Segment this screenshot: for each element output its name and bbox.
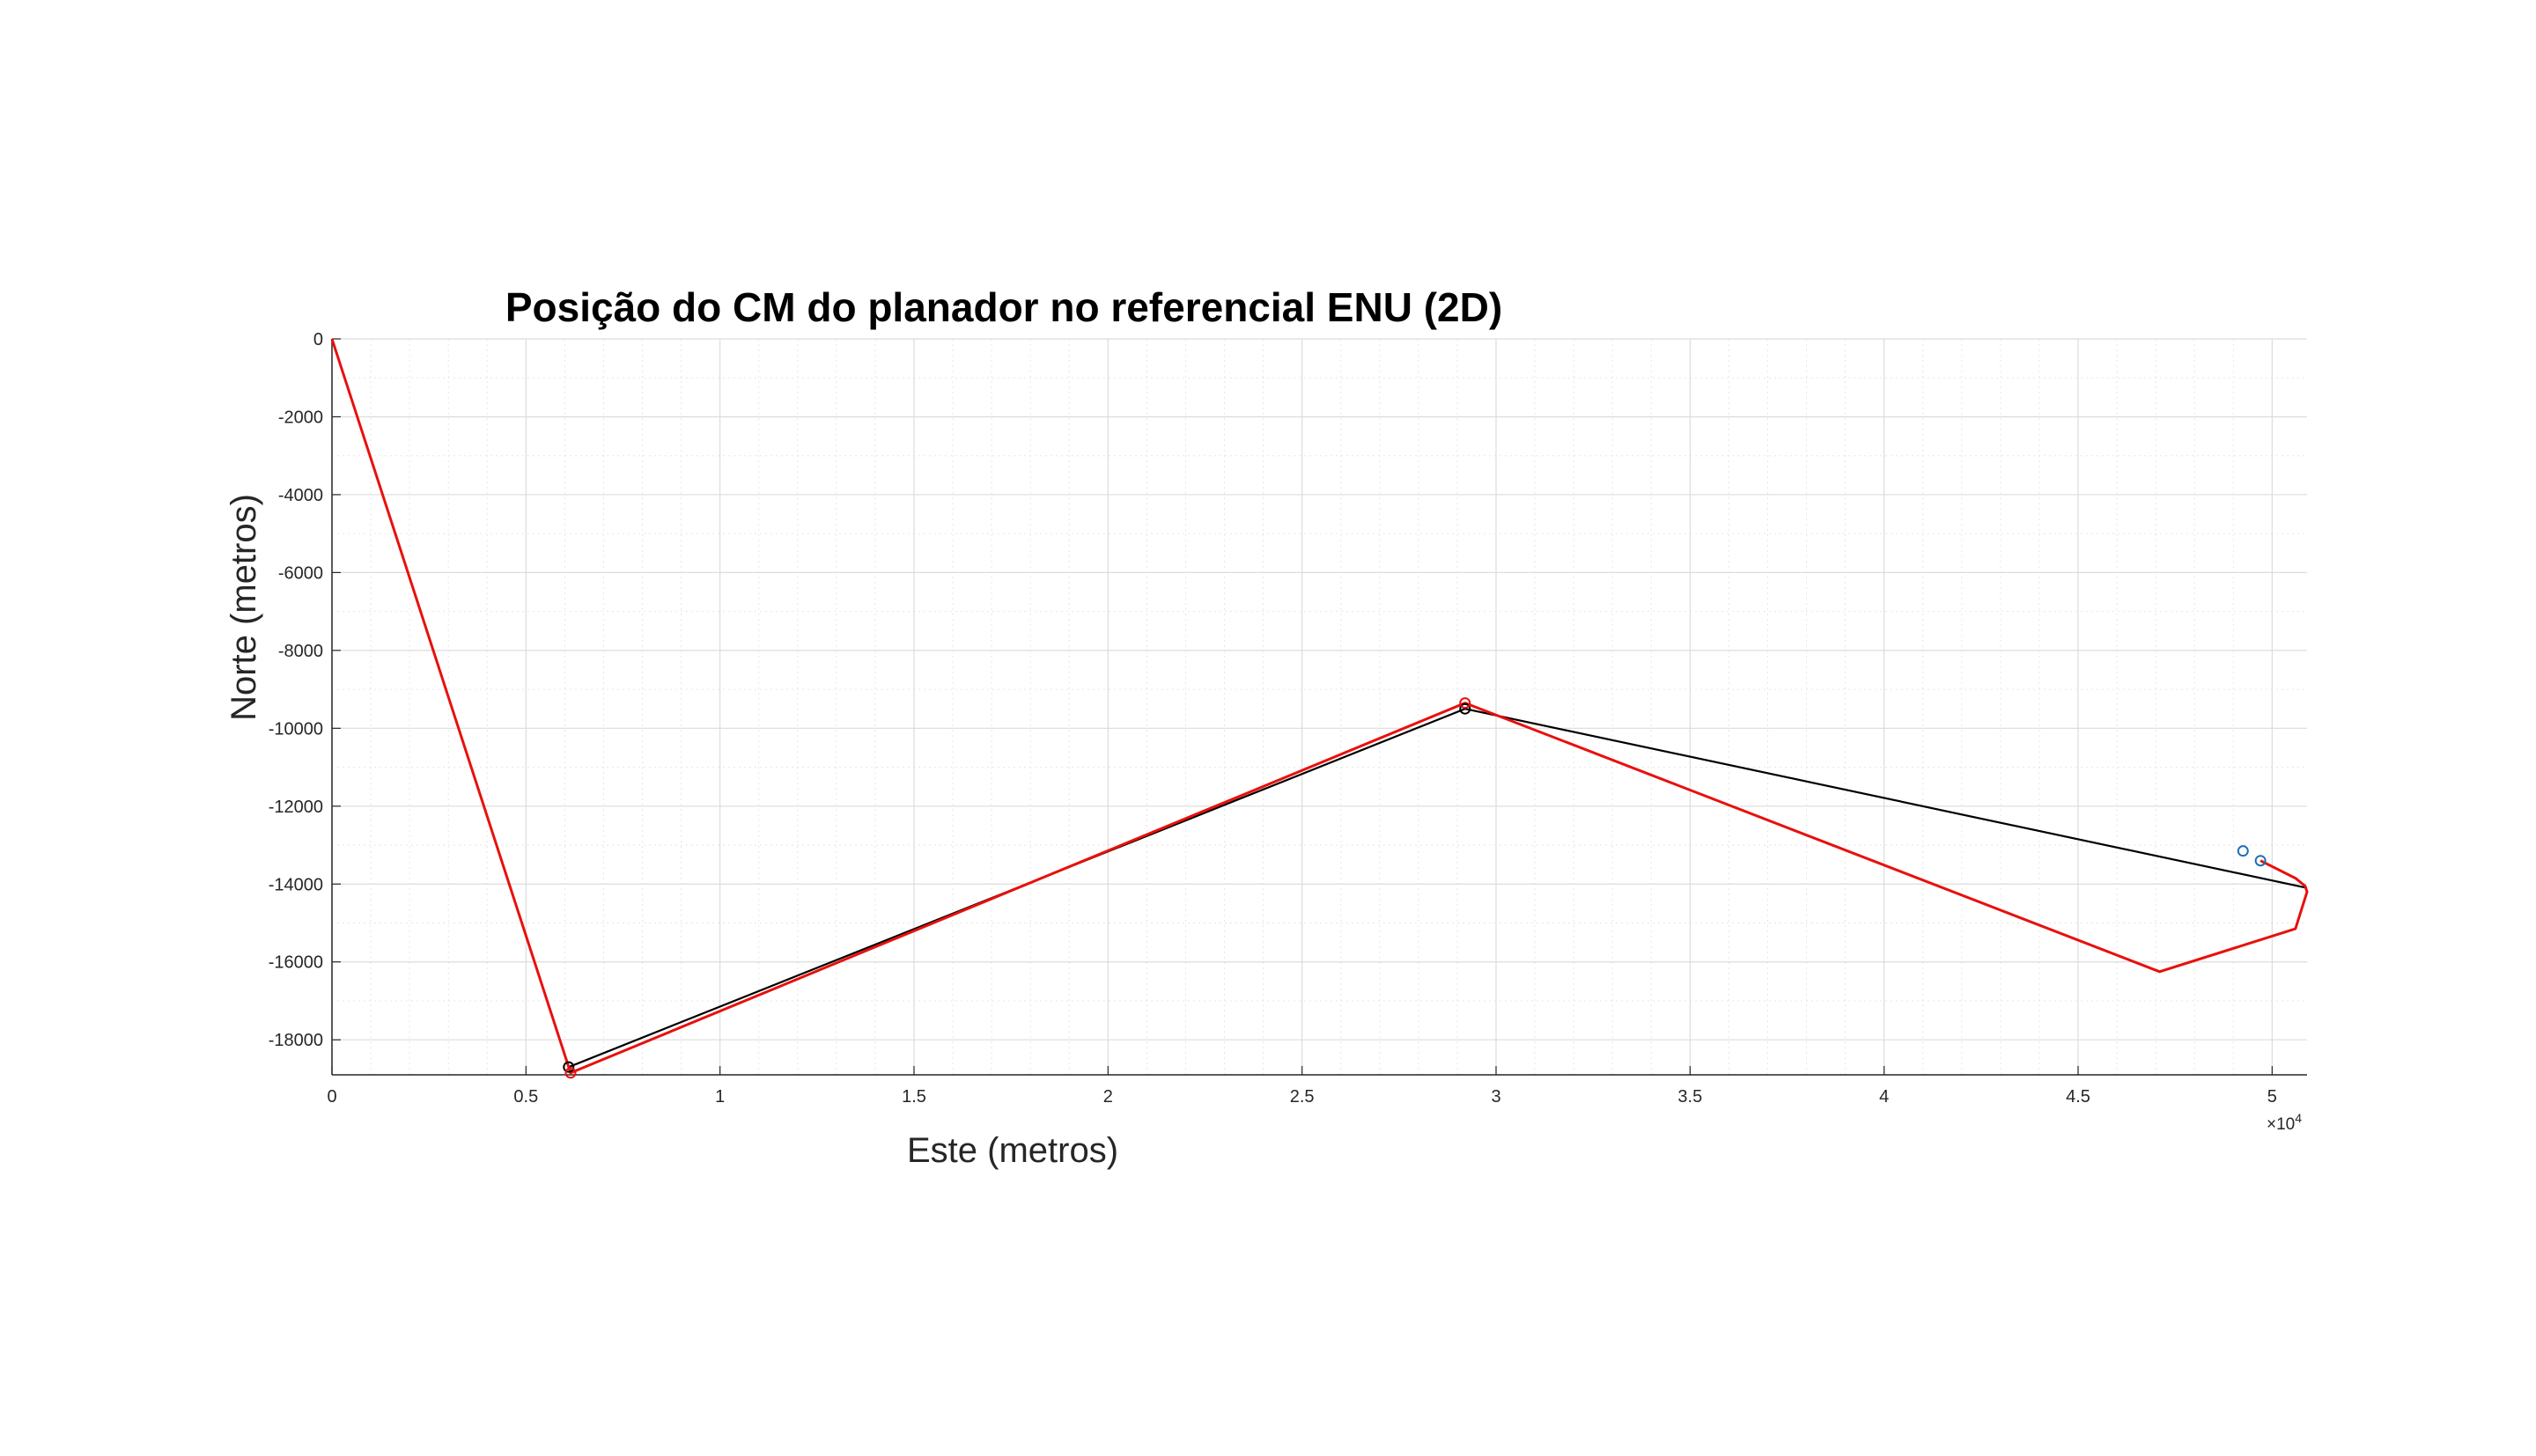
- point-marker: [1459, 702, 1471, 715]
- y-tick-label: -2000: [278, 408, 323, 427]
- markers: [563, 697, 2267, 1079]
- x-tick-label: 4.5: [2066, 1087, 2090, 1107]
- y-tick-label: -12000: [269, 798, 323, 817]
- grid: [331, 338, 2307, 1075]
- y-tick-label: -10000: [269, 719, 323, 739]
- point-marker: [2237, 845, 2249, 857]
- x-exponent-power: 4: [2295, 1111, 2302, 1125]
- x-tick-label: 1.5: [902, 1087, 926, 1107]
- y-tick-labels: 0 -2000 -4000 -6000 -8000 -10000 -12000 -14000 -…: [269, 330, 323, 1050]
- point-marker: [563, 1061, 575, 1073]
- y-tick-label: -16000: [269, 953, 323, 973]
- y-tick-label: -14000: [269, 875, 323, 894]
- point-marker: [564, 1067, 577, 1079]
- x-tick-labels: 0 0.5 1 1.5 2 2.5 3 3.5 4 4.5 5: [327, 1087, 2276, 1107]
- x-tick-label: 1: [715, 1087, 725, 1107]
- y-tick-label: -6000: [278, 563, 323, 583]
- x-tick-label: 0: [327, 1087, 336, 1107]
- point-marker: [2254, 855, 2267, 867]
- x-tick-label: 5: [2267, 1087, 2277, 1107]
- point-marker: [1459, 697, 1471, 710]
- x-tick-label: 3: [1491, 1087, 1500, 1107]
- y-tick-label: -8000: [278, 642, 323, 661]
- series-line: [330, 338, 2309, 1075]
- y-tick-label: -4000: [278, 486, 323, 505]
- y-axis-label: Norte (metros): [225, 494, 263, 721]
- x-tick-label: 4: [1879, 1087, 1889, 1107]
- series-line: [330, 338, 2308, 1069]
- x-tick-label: 3.5: [1677, 1087, 1702, 1107]
- x-exponent-base: ×10: [2267, 1115, 2295, 1134]
- y-tick-label: 0: [313, 330, 323, 349]
- axes: [331, 338, 2307, 1076]
- x-axis-label: Este (metros): [907, 1131, 1118, 1170]
- x-tick-label: 2: [1103, 1087, 1113, 1107]
- y-tick-label: -18000: [269, 1031, 323, 1050]
- x-axis-exponent: ×104: [2267, 1111, 2302, 1134]
- series: [330, 338, 2309, 1075]
- x-tick-label: 2.5: [1290, 1087, 1315, 1107]
- chart-title: Posição do CM do planador no referencial…: [505, 284, 1502, 330]
- x-tick-label: 0.5: [513, 1087, 538, 1107]
